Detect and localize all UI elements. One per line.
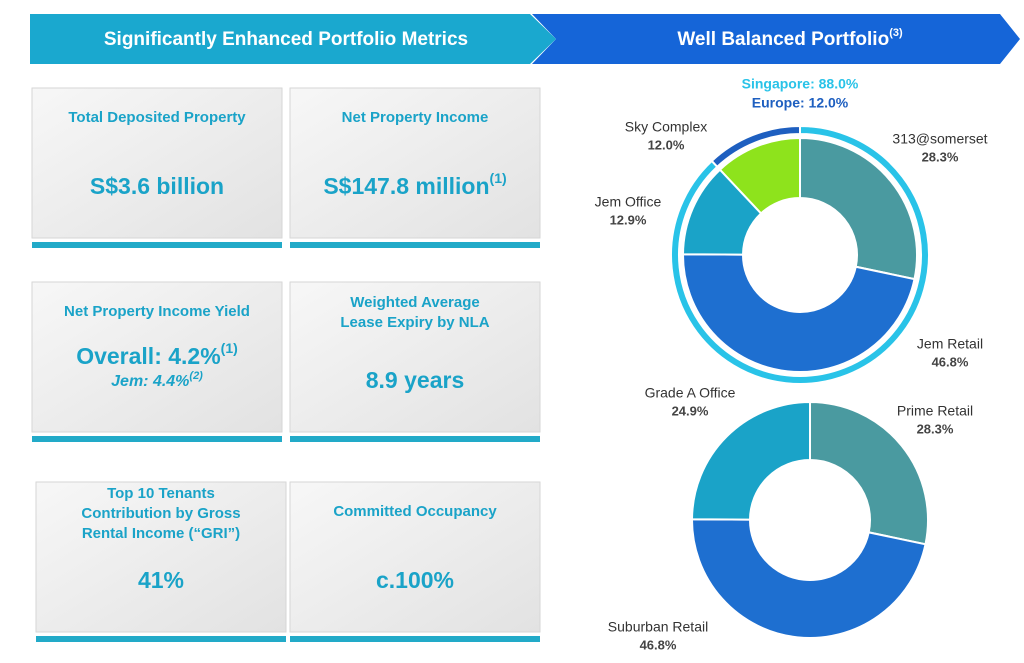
donut-segment <box>799 136 918 281</box>
metric-value-text: S$147.8 million <box>323 173 489 199</box>
right-heading: Well Balanced Portfolio(3) <box>677 27 903 50</box>
metric-subvalue-sup: (2) <box>189 370 203 382</box>
left-heading: Significantly Enhanced Portfolio Metrics <box>104 29 468 50</box>
metric-label: Committed Occupancy <box>333 503 497 520</box>
segment-value: 46.8% <box>640 637 677 652</box>
metric-value-text: S$3.6 billion <box>90 173 224 199</box>
segment-name: 313@somerset <box>892 131 987 147</box>
segment-name: Grade A Office <box>645 385 736 401</box>
metric-box <box>289 481 541 633</box>
metric-label: Contribution by Gross <box>81 505 240 522</box>
segment-value: 46.8% <box>932 354 969 369</box>
metric-label: Rental Income (“GRI”) <box>82 525 240 542</box>
donut-segment <box>681 168 763 256</box>
segment-name: Jem Retail <box>917 336 983 352</box>
metric-box <box>31 281 283 433</box>
outer-ring-label: Europe: 12.0% <box>752 95 849 111</box>
metric-value: 8.9 years <box>366 367 464 393</box>
metric-box <box>35 481 287 633</box>
metric-value-sup: (1) <box>221 340 238 356</box>
metric-value-sup: (1) <box>490 170 507 186</box>
outer-ring-segment <box>670 124 930 385</box>
donut-segment <box>809 400 929 546</box>
left-banner <box>30 14 556 64</box>
segment-value: 28.3% <box>922 149 959 164</box>
segment-value: 28.3% <box>917 421 954 436</box>
metrics: Total Deposited Property S$3.6 billion Net… <box>31 87 541 642</box>
metric-label: Lease Expiry by NLA <box>340 314 489 331</box>
metric-label: Weighted Average <box>350 294 479 311</box>
metric-box <box>289 281 541 433</box>
metric-bar <box>36 636 286 642</box>
metric-box <box>289 87 541 239</box>
metric-value-text: 8.9 years <box>366 367 464 393</box>
segment-value: 24.9% <box>672 403 709 418</box>
segment-name: Suburban Retail <box>608 619 708 635</box>
segment-name: Prime Retail <box>897 403 973 419</box>
heading-text: Well Balanced Portfolio <box>677 29 889 50</box>
metric-value: S$147.8 million(1) <box>323 170 506 199</box>
segment-name: Jem Office <box>595 194 662 210</box>
metric-bar <box>32 242 282 248</box>
metric-label: Net Property Income Yield <box>64 303 250 320</box>
right-banner <box>532 14 1020 64</box>
charts: Sky Complex 12.0% 313@somerset 28.3% Jem Ret… <box>595 76 988 653</box>
metric-value-text: 41% <box>138 567 184 593</box>
metric-subvalue: Jem: 4.4%(2) <box>111 370 203 390</box>
metric-label: Net Property Income <box>342 109 489 126</box>
metric-value: c.100% <box>376 567 454 593</box>
metric-value-text: Overall: 4.2% <box>76 343 220 369</box>
metric-value: S$3.6 billion <box>90 173 224 199</box>
metric-value-text: c.100% <box>376 567 454 593</box>
metric-bar <box>290 636 540 642</box>
segment-value: 12.9% <box>610 212 647 227</box>
metric-bar <box>32 436 282 442</box>
metric-value: 41% <box>138 567 184 593</box>
metric-label: Top 10 Tenants <box>107 485 215 502</box>
outer-ring-label: Singapore: 88.0% <box>742 76 859 92</box>
segment-name: Sky Complex <box>625 119 707 135</box>
donut-segment <box>682 253 916 373</box>
donut-segment <box>691 518 927 640</box>
donut-segment <box>690 400 811 521</box>
metric-label: Total Deposited Property <box>68 109 246 126</box>
metric-value: Overall: 4.2%(1) <box>76 340 238 369</box>
metric-bar <box>290 436 540 442</box>
metric-subvalue-text: Jem: 4.4% <box>111 373 189 390</box>
heading-sup: (3) <box>889 27 903 39</box>
segment-value: 12.0% <box>648 137 685 152</box>
metric-box <box>31 87 283 239</box>
metric-bar <box>290 242 540 248</box>
